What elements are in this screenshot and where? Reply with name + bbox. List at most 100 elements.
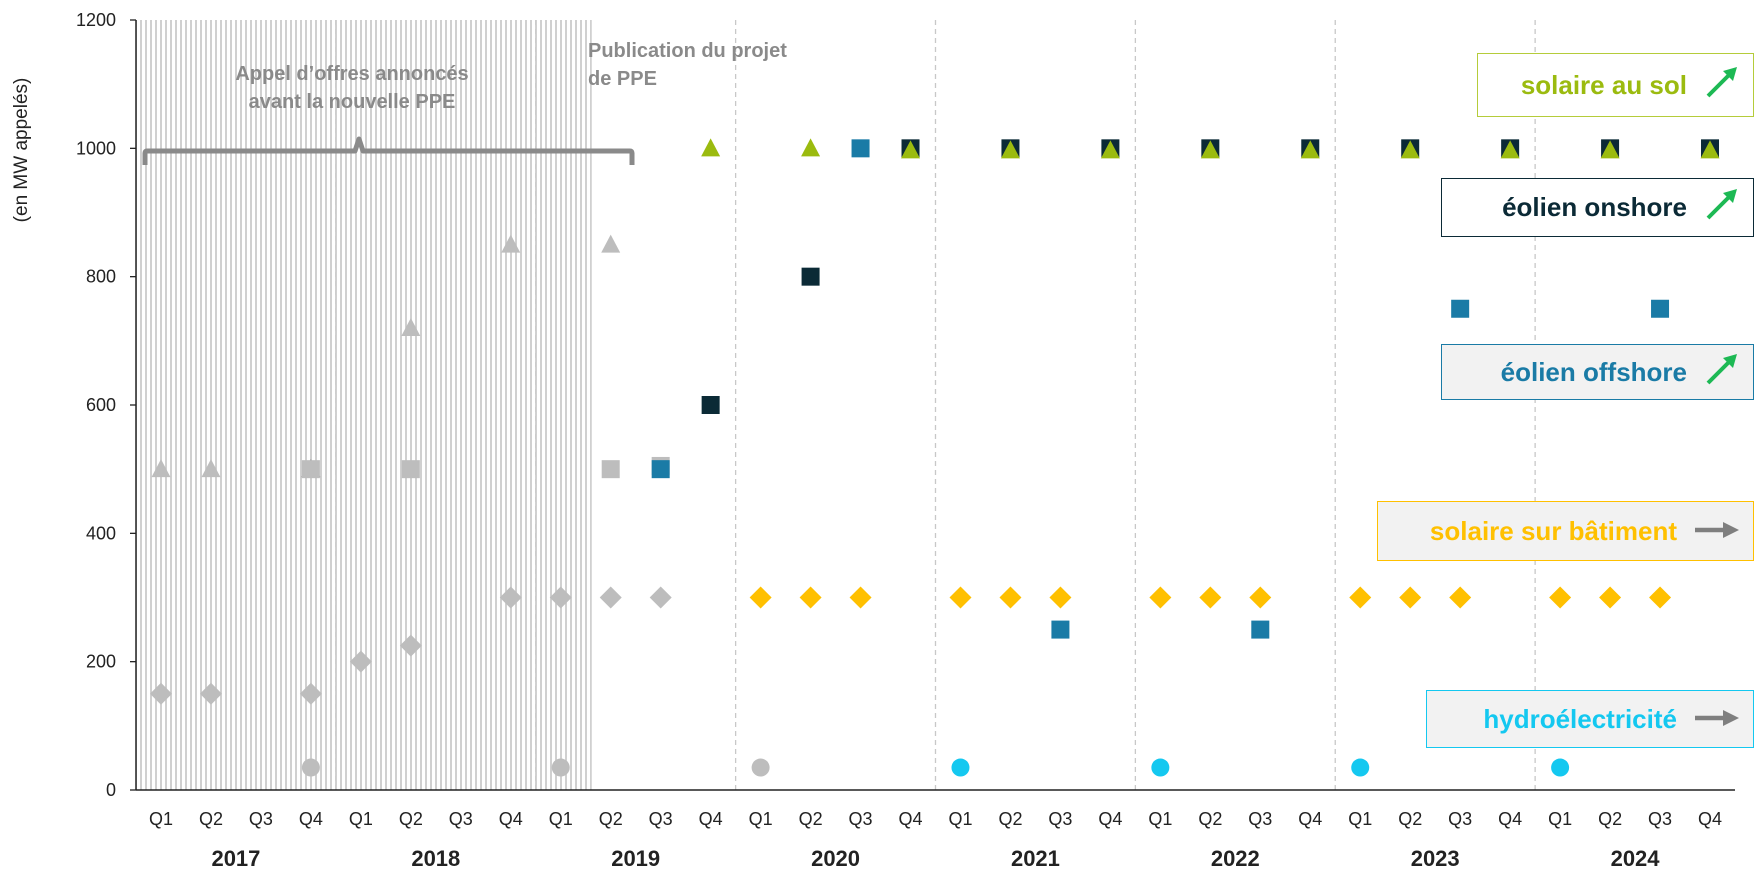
x-year-label: 2019 (611, 846, 660, 871)
x-quarter-label: Q4 (899, 809, 923, 829)
solaire-sur-batiment-marker (1049, 586, 1072, 609)
legend-box-hydroelectricite: hydroélectricité (1426, 690, 1754, 748)
previous-call-diamond-marker (299, 682, 322, 705)
legend-label: éolien offshore (1500, 356, 1687, 387)
previous-call-circle-marker (751, 758, 770, 777)
y-tick-label: 800 (86, 267, 116, 287)
solaire-sur-batiment-marker (999, 586, 1022, 609)
pre-ppe-annotation-line1: Appel d’offres annoncés (235, 63, 468, 85)
solaire-sur-batiment-marker (1399, 586, 1422, 609)
x-quarter-label: Q3 (1448, 809, 1472, 829)
solaire-au-sol-marker (1400, 140, 1420, 159)
x-quarter-label: Q3 (1248, 809, 1272, 829)
previous-call-diamond-marker (199, 682, 222, 705)
previous-call-diamond-marker (499, 586, 522, 609)
legend-box-solaire-sur-batiment: solaire sur bâtiment (1377, 501, 1754, 561)
publication-annotation-line2: de PPE (588, 68, 657, 90)
legend-label: solaire au sol (1520, 69, 1687, 100)
hydroelectricite-marker (1551, 758, 1570, 777)
trend-flat-arrow-icon (1695, 704, 1739, 735)
previous-call-diamond-marker (399, 634, 422, 657)
x-quarter-label: Q2 (199, 809, 223, 829)
x-quarter-label: Q4 (699, 809, 723, 829)
pre-ppe-hatched-region (136, 20, 592, 790)
previous-call-triangle-marker (501, 234, 521, 253)
x-year-label: 2024 (1611, 846, 1661, 871)
x-quarter-label: Q1 (1548, 809, 1572, 829)
solaire-au-sol-marker (701, 138, 721, 157)
x-quarter-label: Q2 (1198, 809, 1222, 829)
x-quarter-label: Q4 (1698, 809, 1722, 829)
x-year-label: 2021 (1011, 846, 1060, 871)
x-quarter-label: Q4 (1098, 809, 1122, 829)
x-year-label: 2022 (1211, 846, 1260, 871)
y-tick-label: 400 (86, 523, 116, 543)
solaire-au-sol-marker (1600, 140, 1620, 159)
trend-up-arrow-icon (1705, 187, 1739, 228)
legend-label: solaire sur bâtiment (1429, 515, 1677, 546)
x-year-label: 2017 (211, 846, 260, 871)
x-quarter-label: Q4 (1298, 809, 1322, 829)
solaire-sur-batiment-marker (1599, 586, 1622, 609)
trend-flat-arrow-icon (1695, 516, 1739, 547)
previous-call-triangle-marker (401, 318, 421, 336)
x-quarter-label: Q1 (149, 809, 173, 829)
solaire-sur-batiment-marker (1149, 586, 1172, 609)
solaire-sur-batiment-marker (799, 586, 822, 609)
solaire-au-sol-marker (1000, 140, 1020, 159)
x-quarter-label: Q3 (1048, 809, 1072, 829)
solaire-sur-batiment-marker (1249, 586, 1272, 609)
y-tick-label: 600 (86, 395, 116, 415)
solaire-au-sol-marker (801, 138, 821, 157)
previous-call-square-marker (601, 460, 620, 479)
x-quarter-label: Q2 (1598, 809, 1622, 829)
previous-call-diamond-marker (349, 650, 372, 673)
x-year-label: 2020 (811, 846, 860, 871)
solaire-sur-batiment-marker (1549, 586, 1572, 609)
x-quarter-label: Q2 (998, 809, 1022, 829)
solaire-sur-batiment-marker (849, 586, 872, 609)
eolien-offshore-marker (1651, 299, 1670, 318)
x-quarter-label: Q4 (299, 809, 323, 829)
previous-call-circle-marker (301, 758, 320, 777)
legend-label: hydroélectricité (1483, 703, 1677, 734)
x-quarter-label: Q2 (1398, 809, 1422, 829)
eolien-offshore-marker (1451, 299, 1470, 318)
legend-box-solaire-au-sol: solaire au sol (1477, 53, 1754, 117)
previous-call-diamond-marker (149, 682, 172, 705)
previous-call-square-marker (401, 460, 420, 479)
solaire-au-sol-marker (1200, 140, 1220, 159)
x-quarter-label: Q3 (849, 809, 873, 829)
previous-call-diamond-marker (549, 586, 572, 609)
y-tick-label: 1200 (76, 10, 116, 30)
legend-box-eolien-onshore: éolien onshore (1441, 178, 1754, 237)
x-quarter-label: Q2 (599, 809, 623, 829)
x-quarter-label: Q3 (249, 809, 273, 829)
x-year-label: 2023 (1411, 846, 1460, 871)
x-quarter-label: Q3 (449, 809, 473, 829)
hydroelectricite-marker (1151, 758, 1170, 777)
x-quarter-label: Q1 (948, 809, 972, 829)
eolien-offshore-marker (1051, 620, 1070, 639)
previous-call-circle-marker (551, 758, 570, 777)
solaire-au-sol-marker (1500, 140, 1520, 159)
x-quarter-label: Q1 (1148, 809, 1172, 829)
y-tick-label: 1000 (76, 138, 116, 158)
pre-ppe-annotation-line2: avant la nouvelle PPE (249, 91, 456, 113)
previous-call-diamond-marker (649, 586, 672, 609)
solaire-sur-batiment-marker (1649, 586, 1672, 609)
legend-label: éolien onshore (1502, 192, 1687, 222)
previous-call-square-marker (301, 460, 320, 479)
previous-call-triangle-marker (151, 459, 171, 478)
x-quarter-label: Q4 (1498, 809, 1522, 829)
previous-call-diamond-marker (599, 586, 622, 609)
solaire-sur-batiment-marker (1199, 586, 1222, 609)
y-tick-label: 200 (86, 652, 116, 672)
solaire-au-sol-marker (1100, 140, 1120, 159)
solaire-sur-batiment-marker (1349, 586, 1372, 609)
hydroelectricite-marker (1351, 758, 1370, 777)
x-quarter-label: Q1 (1348, 809, 1372, 829)
x-quarter-label: Q1 (749, 809, 773, 829)
previous-call-triangle-marker (201, 459, 221, 478)
